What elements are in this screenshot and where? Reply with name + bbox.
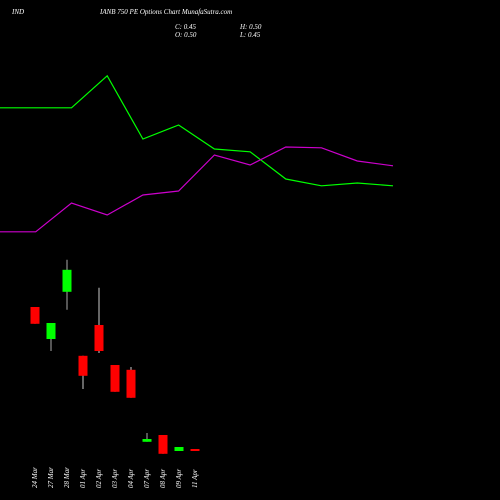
x-tick-label: 03 Apr [111, 469, 119, 488]
x-tick-label: 01 Apr [79, 469, 87, 488]
chart-title: IANB 750 PE Options Chart MunafaSutra.co… [99, 8, 232, 16]
x-tick-label: 09 Apr [175, 469, 183, 488]
symbol: IND [11, 8, 24, 16]
candle-body [30, 307, 40, 324]
x-tick-label: 02 Apr [95, 469, 103, 488]
candle-body [62, 269, 72, 292]
x-tick-label: 04 Apr [127, 469, 135, 488]
x-tick-label: 07 Apr [143, 469, 151, 488]
line [0, 146, 394, 233]
candle-body [78, 355, 88, 376]
candle-body [126, 369, 136, 398]
line [0, 74, 394, 187]
annotation: C: 0.45 [175, 23, 197, 31]
x-tick-label: 27 Mar [47, 467, 55, 488]
candle-body [142, 439, 152, 442]
candle-body [174, 447, 184, 451]
annotation: H: 0.50 [239, 23, 262, 31]
x-tick-label: 11 Apr [191, 469, 199, 488]
candle-body [190, 449, 200, 451]
candle-body [46, 323, 56, 339]
candle-body [158, 435, 168, 454]
candle-body [94, 325, 104, 351]
x-tick-label: 24 Mar [31, 467, 39, 488]
x-tick-label: 28 Mar [63, 467, 71, 488]
annotation: L: 0.45 [239, 31, 261, 39]
x-tick-label: 08 Apr [159, 469, 167, 488]
annotation: O: 0.50 [175, 31, 197, 39]
candle-body [110, 365, 120, 392]
